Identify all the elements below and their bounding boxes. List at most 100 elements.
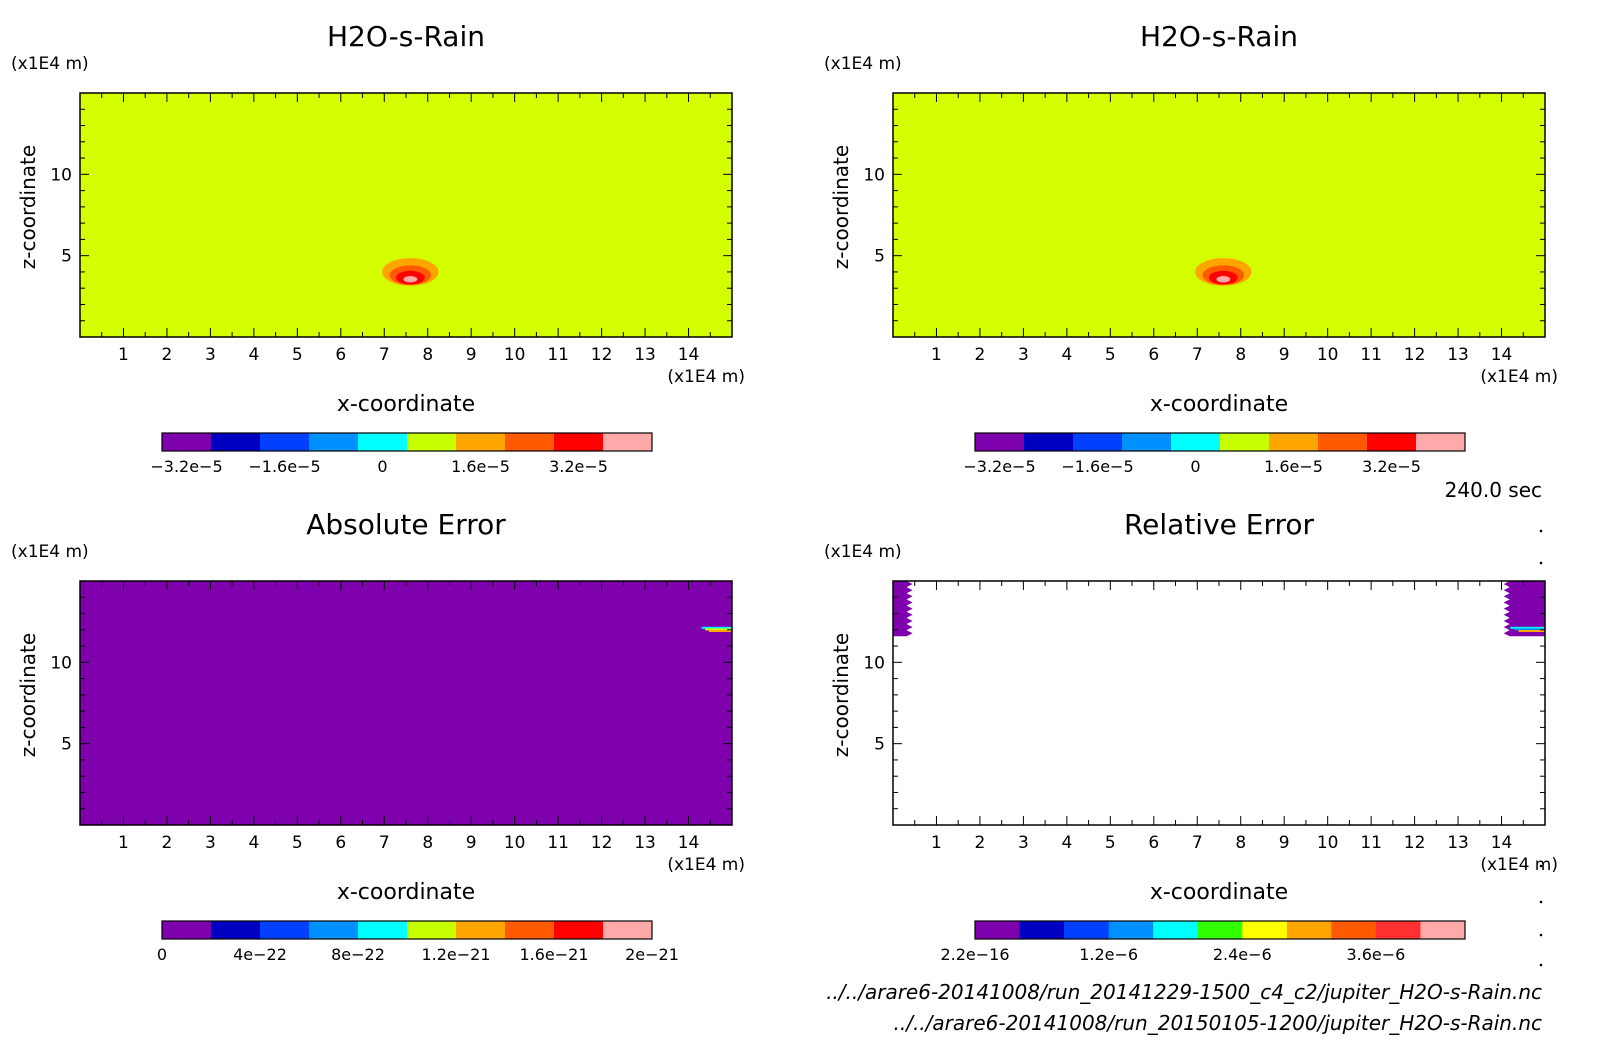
- x-tick-label: 13: [634, 345, 656, 365]
- x-axis-label: x-coordinate: [1150, 392, 1288, 417]
- x-tick-label: 7: [1192, 345, 1203, 365]
- x-axis-label: x-coordinate: [337, 880, 475, 905]
- x-axis-label: x-coordinate: [1150, 880, 1288, 905]
- x-tick-label: 2: [975, 345, 986, 365]
- x-tick-label: 8: [422, 833, 433, 853]
- colorbar-frame: [974, 920, 1466, 940]
- colorbar-swatch: [1318, 433, 1368, 451]
- y-unit-label: (x1E4 m): [11, 542, 89, 562]
- y-tick-label: 10: [50, 653, 72, 673]
- colorbar-swatch: [358, 921, 408, 939]
- x-tick-label: 11: [1360, 833, 1382, 853]
- contour-region: [1503, 581, 1545, 637]
- x-tick-label: 6: [335, 345, 346, 365]
- x-tick-label: 3: [205, 345, 216, 365]
- colorbar-swatch: [1220, 433, 1270, 451]
- x-tick-label: 9: [1279, 345, 1290, 365]
- x-tick-label: 1: [118, 833, 129, 853]
- x-tick-label: 4: [1061, 345, 1072, 365]
- colorbar-label: 0: [377, 457, 387, 476]
- colorbar-swatch: [1073, 433, 1123, 451]
- colorbar-label: −1.6e−5: [248, 457, 320, 476]
- x-tick-label: 1: [931, 833, 942, 853]
- colorbar-swatch: [1331, 921, 1377, 939]
- chart-title: Relative Error: [1124, 508, 1315, 541]
- colorbar-label: 2.4e−6: [1213, 945, 1272, 964]
- x-tick-label: 5: [1105, 345, 1116, 365]
- colorbar-swatch: [505, 433, 555, 451]
- x-tick-label: 11: [547, 833, 569, 853]
- y-tick-label: 10: [863, 165, 885, 185]
- x-tick-label: 14: [678, 345, 700, 365]
- x-tick-label: 4: [248, 833, 259, 853]
- y-unit-label: (x1E4 m): [11, 54, 89, 74]
- x-tick-label: 12: [591, 345, 613, 365]
- colorbar-swatch: [975, 921, 1021, 939]
- colorbar-swatch: [1019, 921, 1065, 939]
- y-tick-label: 10: [863, 653, 885, 673]
- x-tick-label: 3: [1018, 345, 1029, 365]
- x-tick-label: 5: [292, 833, 303, 853]
- colorbar-swatch: [456, 921, 506, 939]
- x-tick-label: 5: [292, 345, 303, 365]
- colorbar-swatch: [603, 433, 653, 451]
- x-unit-label: (x1E4 m): [1480, 367, 1558, 387]
- x-tick-label: 1: [931, 345, 942, 365]
- plot-area: [893, 581, 1545, 825]
- plot-area: [80, 581, 732, 825]
- chart-panel-3: Absolute Error(x1E4 m)1 2 3 4 5 6 7 8 9 10 11 12 13 1…: [11, 508, 745, 964]
- colorbar-swatch: [603, 921, 653, 939]
- colorbar-swatch: [1024, 433, 1074, 451]
- file-path-2: ../../arare6-20141008/run_20150105-1200/…: [894, 1011, 1543, 1035]
- colorbar-swatch: [1171, 433, 1221, 451]
- x-axis-label: x-coordinate: [337, 392, 475, 417]
- colorbar-swatch: [1286, 921, 1332, 939]
- colorbar-label: −3.2e−5: [963, 457, 1035, 476]
- colorbar: −3.2e−5 −1.6e−5 0 1.6e−5 3.2e−5: [150, 432, 653, 476]
- x-tick-label: 10: [1317, 833, 1339, 853]
- contour-blob: [1216, 276, 1231, 283]
- chart-title: H2O-s-Rain: [327, 20, 485, 53]
- colorbar-swatch: [162, 433, 212, 451]
- x-tick-label: 6: [1148, 833, 1159, 853]
- colorbar-swatch: [1064, 921, 1110, 939]
- x-tick-label: 2: [162, 833, 173, 853]
- x-tick-label: 10: [504, 833, 526, 853]
- colorbar-swatch: [1420, 921, 1466, 939]
- x-tick-label: 3: [205, 833, 216, 853]
- x-tick-label: 3: [1018, 833, 1029, 853]
- colorbar-swatch: [162, 921, 212, 939]
- colorbar-swatch: [1122, 433, 1172, 451]
- y-unit-label: (x1E4 m): [824, 54, 902, 74]
- y-tick-label: 10: [50, 165, 72, 185]
- plot-area: [80, 93, 732, 337]
- colorbar-label: 3.2e−5: [1362, 457, 1421, 476]
- time-label: 240.0 sec: [1445, 478, 1542, 502]
- x-tick-label: 13: [1447, 833, 1469, 853]
- x-tick-label: 9: [466, 345, 477, 365]
- x-tick-label: 4: [248, 345, 259, 365]
- colorbar: −3.2e−5 −1.6e−5 0 1.6e−5 3.2e−5: [963, 432, 1466, 476]
- x-tick-label: 14: [1491, 345, 1513, 365]
- colorbar-frame: [161, 920, 653, 940]
- contour-streak: [1514, 628, 1545, 631]
- x-tick-label: 1: [118, 345, 129, 365]
- x-tick-label: 10: [1317, 345, 1339, 365]
- colorbar-swatch: [211, 921, 261, 939]
- colorbar-swatch: [309, 433, 359, 451]
- colorbar-swatch: [1108, 921, 1154, 939]
- colorbar-frame: [161, 432, 653, 452]
- y-tick-label: 5: [61, 247, 72, 267]
- x-tick-label: 11: [547, 345, 569, 365]
- colorbar: 2.2e−16 1.2e−6 2.4e−6 3.6e−6: [940, 920, 1466, 964]
- x-tick-label: 7: [379, 833, 390, 853]
- x-tick-label: 8: [422, 345, 433, 365]
- colorbar-swatch: [554, 921, 604, 939]
- colorbar-swatch: [505, 921, 555, 939]
- x-tick-label: 10: [504, 345, 526, 365]
- colorbar-swatch: [1375, 921, 1421, 939]
- contour-streak: [701, 626, 732, 629]
- colorbar-label: 1.6e−21: [519, 945, 588, 964]
- colorbar-label: −1.6e−5: [1061, 457, 1133, 476]
